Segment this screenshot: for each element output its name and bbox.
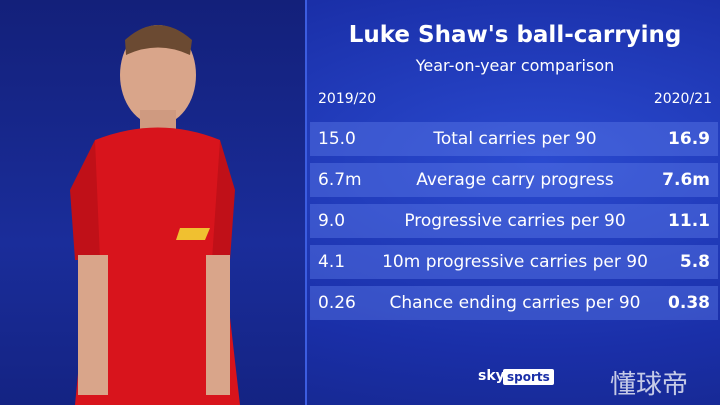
metric-value: 0.38 bbox=[668, 293, 710, 313]
metric-value: 15.0 bbox=[318, 129, 356, 149]
metric-value: 6.7m bbox=[318, 170, 362, 190]
logo-product: sports bbox=[503, 369, 554, 385]
subtitle: Year-on-year comparison bbox=[415, 56, 615, 75]
metric-label: 10m progressive carries per 90 bbox=[382, 252, 648, 272]
table-row: 6.7m Average carry progress 7.6m bbox=[310, 163, 718, 197]
metric-value: 11.1 bbox=[668, 211, 710, 231]
column-header: 2019/20 bbox=[318, 91, 377, 107]
metric-label: Average carry progress bbox=[416, 170, 614, 190]
title: Luke Shaw's ball-carrying bbox=[348, 22, 682, 48]
metric-value: 5.8 bbox=[679, 252, 710, 272]
table-row: 0.26 Chance ending carries per 90 0.38 bbox=[310, 286, 718, 320]
metric-value: 7.6m bbox=[662, 170, 710, 190]
metric-value: 16.9 bbox=[668, 129, 710, 149]
metric-label: Chance ending carries per 90 bbox=[389, 293, 641, 313]
logo-brand: sky bbox=[478, 368, 505, 384]
metric-label: Progressive carries per 90 bbox=[404, 211, 626, 231]
watermark: 懂球帝 bbox=[610, 370, 689, 400]
metric-label: Total carries per 90 bbox=[433, 129, 597, 149]
divider bbox=[305, 0, 307, 405]
column-header: 2020/21 bbox=[653, 91, 712, 107]
table-row: 9.0 Progressive carries per 90 11.1 bbox=[310, 204, 718, 238]
player-silhouette bbox=[70, 25, 240, 405]
metric-value: 0.26 bbox=[318, 293, 356, 313]
metric-value: 4.1 bbox=[318, 252, 346, 272]
table-row: 4.1 10m progressive carries per 90 5.8 bbox=[310, 245, 718, 279]
photo-panel bbox=[0, 0, 305, 405]
metric-value: 9.0 bbox=[318, 211, 346, 231]
table-row: 15.0 Total carries per 90 16.9 bbox=[310, 122, 718, 156]
